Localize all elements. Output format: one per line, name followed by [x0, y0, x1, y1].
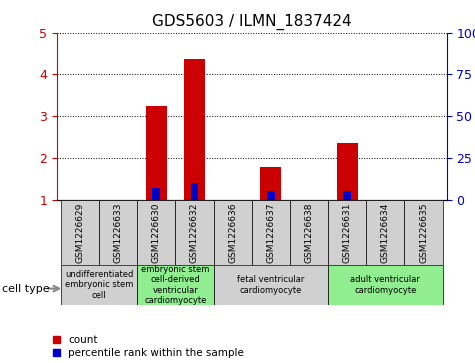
Bar: [61, 265, 137, 305]
Bar: [328, 265, 443, 305]
Bar: [328, 200, 366, 265]
Text: GSM1226635: GSM1226635: [419, 202, 428, 263]
Text: embryonic stem
cell-derived
ventricular
cardiomyocyte: embryonic stem cell-derived ventricular …: [141, 265, 209, 305]
Title: GDS5603 / ILMN_1837424: GDS5603 / ILMN_1837424: [152, 14, 352, 30]
Bar: [366, 200, 405, 265]
Bar: [405, 200, 443, 265]
Text: cell type: cell type: [2, 284, 50, 294]
Text: GSM1226634: GSM1226634: [381, 202, 390, 263]
Bar: [152, 188, 160, 200]
Bar: [214, 200, 252, 265]
Bar: [184, 58, 205, 200]
Text: undifferentiated
embryonic stem
cell: undifferentiated embryonic stem cell: [65, 270, 133, 300]
Bar: [137, 200, 175, 265]
Bar: [99, 200, 137, 265]
Bar: [214, 265, 328, 305]
Bar: [337, 143, 358, 200]
Bar: [267, 191, 275, 200]
Bar: [343, 191, 351, 200]
Bar: [146, 106, 167, 200]
Text: GSM1226636: GSM1226636: [228, 202, 237, 263]
Bar: [61, 200, 99, 265]
Text: GSM1226637: GSM1226637: [266, 202, 276, 263]
Bar: [175, 200, 214, 265]
Text: fetal ventricular
cardiomyocyte: fetal ventricular cardiomyocyte: [237, 275, 304, 295]
Bar: [260, 167, 281, 200]
Text: GSM1226638: GSM1226638: [304, 202, 314, 263]
Text: GSM1226633: GSM1226633: [114, 202, 123, 263]
Bar: [252, 200, 290, 265]
Text: GSM1226629: GSM1226629: [76, 202, 85, 263]
Bar: [137, 265, 214, 305]
Bar: [190, 183, 198, 200]
Text: GSM1226632: GSM1226632: [190, 202, 199, 263]
Text: adult ventricular
cardiomyocyte: adult ventricular cardiomyocyte: [351, 275, 420, 295]
Text: GSM1226631: GSM1226631: [343, 202, 352, 263]
Text: GSM1226630: GSM1226630: [152, 202, 161, 263]
Bar: [290, 200, 328, 265]
Legend: count, percentile rank within the sample: count, percentile rank within the sample: [53, 335, 244, 358]
